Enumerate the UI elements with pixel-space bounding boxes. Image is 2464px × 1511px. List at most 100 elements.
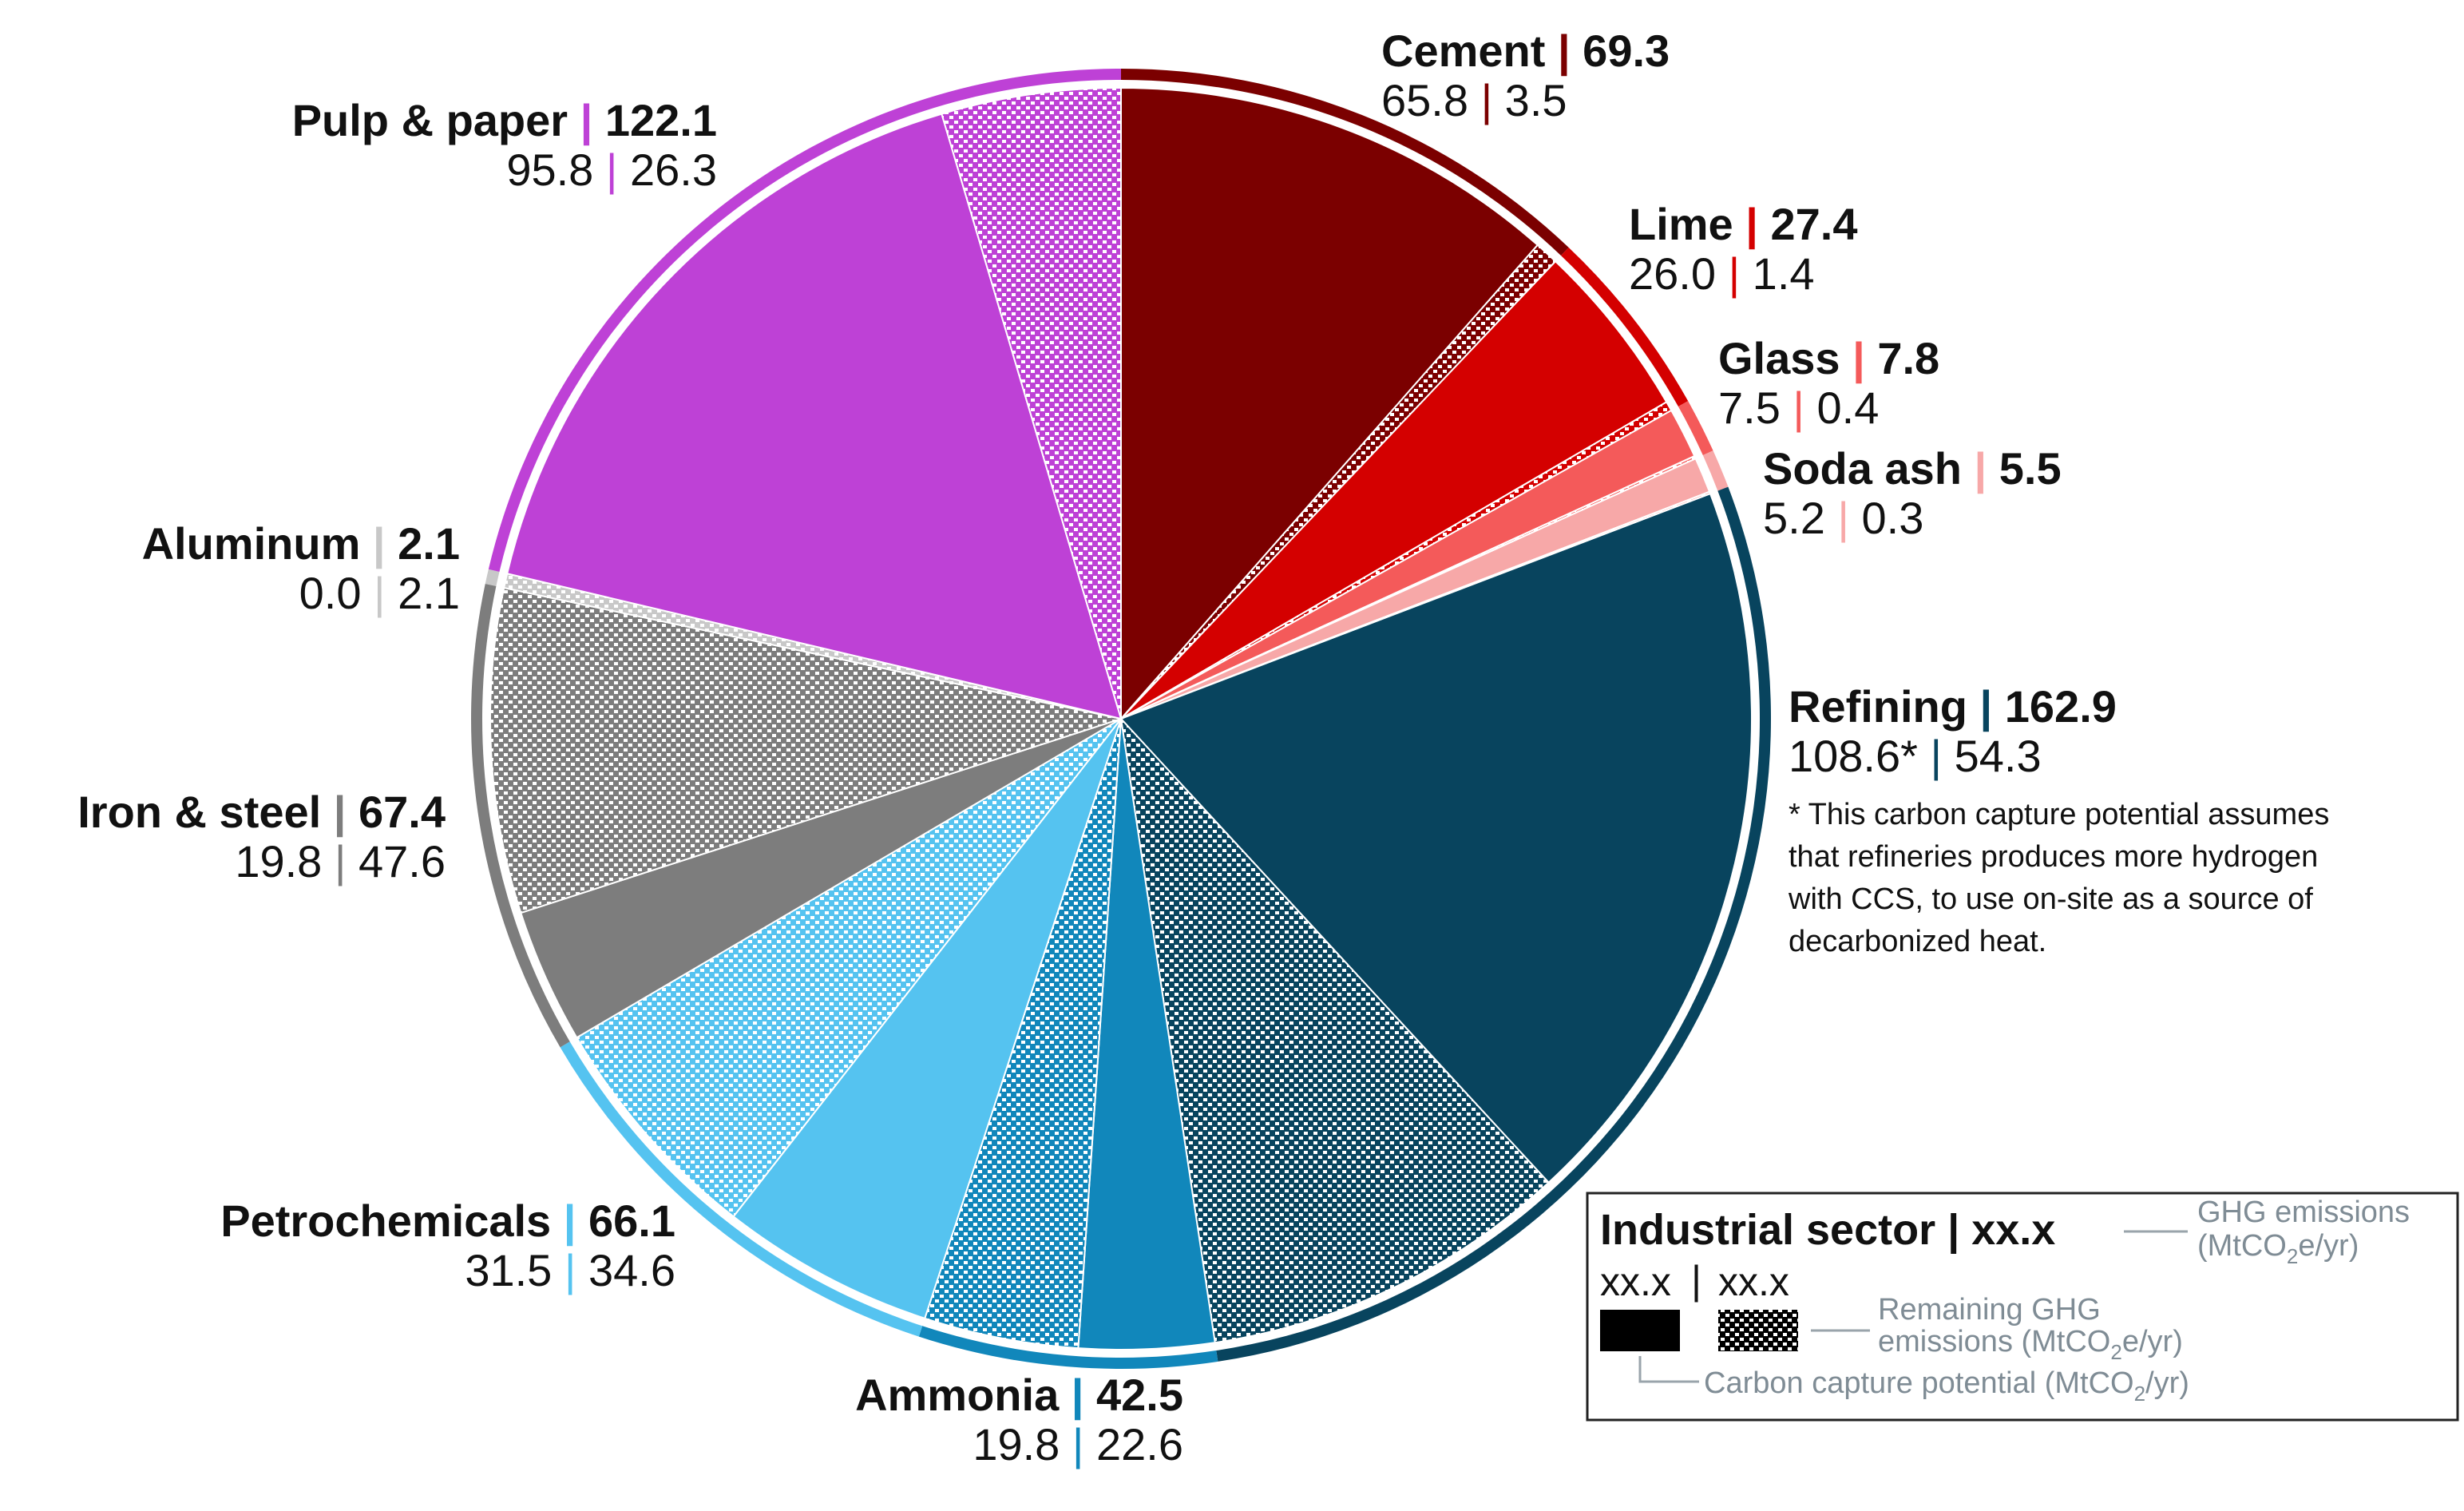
label-petrochemicals-capture: 31.5 [465, 1245, 565, 1295]
label-pulp-and-paper-total: 122.1 [592, 95, 717, 145]
label-glass-bar-2: | [1793, 383, 1804, 433]
label-cement-values: 65.8 | 3.5 [1381, 75, 1567, 125]
label-cement-bar: | [1558, 26, 1571, 77]
label-pulp-and-paper-name: Pulp & paper [292, 95, 580, 145]
label-petrochemicals-title: Petrochemicals | 66.1 [220, 1196, 675, 1247]
label-pulp-and-paper-bar-2: | [606, 145, 618, 195]
label-ammonia-bar: | [1072, 1370, 1084, 1421]
legend-box [1586, 1192, 2459, 1422]
legend-capture-connector [1638, 1356, 1699, 1383]
label-soda-ash-remaining: 0.3 [1849, 493, 1923, 543]
label-refining-total: 162.9 [1992, 681, 2117, 732]
label-glass-remaining: 0.4 [1804, 383, 1879, 433]
footnote-line-1: * This carbon capture potential assumes [1789, 798, 2329, 831]
label-petrochemicals-bar-2: | [565, 1245, 576, 1295]
label-iron-and-steel-bar-2: | [335, 836, 347, 886]
pie-slices [489, 86, 1753, 1350]
label-refining-capture: 108.6* [1789, 731, 1931, 781]
label-pulp-and-paper-title: Pulp & paper | 122.1 [292, 95, 717, 146]
label-ammonia-values: 19.8 | 22.6 [973, 1419, 1183, 1469]
slice-pulp-and-paper-capture [505, 113, 1123, 720]
label-iron-and-steel-name: Iron & steel [77, 787, 334, 837]
label-pulp-and-paper-capture: 95.8 [506, 145, 606, 195]
slice-cement-capture [1120, 86, 1539, 721]
label-lime-bar: | [1745, 199, 1758, 250]
label-lime-capture: 26.0 [1629, 248, 1729, 299]
label-pulp-and-paper-remaining: 26.3 [617, 145, 717, 195]
label-aluminum-total: 2.1 [386, 518, 460, 569]
label-aluminum-name: Aluminum [142, 518, 373, 569]
label-ammonia-bar-2: | [1072, 1419, 1084, 1469]
label-ammonia-remaining: 22.6 [1083, 1419, 1183, 1469]
label-petrochemicals-values: 31.5 | 34.6 [465, 1245, 675, 1295]
slice-pulp-and-paper-remaining [941, 86, 1122, 720]
label-glass-values: 7.5 | 0.4 [1718, 383, 1879, 433]
label-soda-ash-name: Soda ash [1763, 443, 1975, 494]
label-iron-and-steel-remaining: 47.6 [346, 836, 446, 886]
legend-capture-label: Carbon capture potential (MtCO2/yr) [1704, 1366, 2189, 1406]
label-aluminum-bar: | [373, 518, 386, 569]
label-refining-values: 108.6* | 54.3 [1789, 731, 2042, 781]
label-iron-and-steel-bar: | [334, 787, 347, 838]
legend-sub-separator: | [1691, 1258, 1701, 1303]
label-petrochemicals-bar: | [564, 1196, 576, 1247]
label-refining-remaining: 54.3 [1942, 731, 2042, 781]
label-lime-values: 26.0 | 1.4 [1629, 248, 1815, 299]
label-cement-title: Cement | 69.3 [1381, 26, 1670, 77]
slice-ammonia-remaining [924, 718, 1122, 1350]
label-aluminum-values: 0.0 | 2.1 [299, 568, 460, 618]
label-soda-ash-total: 5.5 [1987, 443, 2061, 494]
legend-remaining-line-1: Remaining GHG [1878, 1293, 2101, 1327]
slice-petrochemicals-capture [732, 718, 1122, 1320]
ring-ammonia [918, 1326, 1218, 1369]
label-aluminum-capture: 0.0 [299, 568, 374, 618]
label-iron-and-steel-total: 67.4 [346, 787, 446, 837]
legend-swatch-remaining [1718, 1310, 1798, 1351]
label-soda-ash-bar-2: | [1837, 493, 1849, 543]
footnote-line-2: that refineries produces more hydrogen [1789, 840, 2318, 874]
label-lime-total: 27.4 [1758, 199, 1858, 249]
legend-remaining-line-2: emissions (MtCO2e/yr) [1878, 1325, 2183, 1364]
label-glass-name: Glass [1718, 333, 1852, 383]
label-cement-name: Cement [1381, 26, 1558, 76]
label-soda-ash-values: 5.2 | 0.3 [1763, 493, 1923, 543]
label-petrochemicals-remaining: 34.6 [576, 1245, 675, 1295]
label-lime-title: Lime | 27.4 [1629, 199, 1858, 250]
legend-ghg-line-2: (MtCO2e/yr) [2197, 1229, 2359, 1268]
label-ammonia-capture: 19.8 [973, 1419, 1072, 1469]
legend-ghg-line-1: GHG emissions [2197, 1196, 2410, 1229]
ring-soda-ash [1702, 450, 1729, 491]
label-petrochemicals-name: Petrochemicals [220, 1196, 564, 1246]
label-lime-bar-2: | [1729, 248, 1741, 299]
outer-ring [471, 69, 1771, 1369]
refining-footnote: * This carbon capture potential assumes … [1788, 798, 2329, 958]
ring-aluminum [485, 569, 500, 586]
slice-refining-remaining [1119, 716, 1550, 1344]
label-refining-name: Refining [1789, 681, 1980, 732]
label-ammonia-name: Ammonia [855, 1370, 1072, 1420]
label-lime-name: Lime [1629, 199, 1745, 249]
label-aluminum-bar-2: | [374, 568, 386, 618]
label-iron-and-steel-capture: 19.8 [235, 836, 335, 886]
label-petrochemicals-total: 66.1 [576, 1196, 675, 1246]
legend-sub-left: xx.x [1600, 1259, 1671, 1304]
slice-refining-capture [1119, 492, 1753, 1184]
label-pulp-and-paper-values: 95.8 | 26.3 [506, 145, 717, 195]
slice-iron-and-steel-remaining [489, 586, 1124, 914]
label-glass-total: 7.8 [1865, 333, 1939, 383]
ring-pulp-and-paper [488, 69, 1121, 572]
label-cement-capture: 65.8 [1381, 75, 1481, 125]
label-glass-title: Glass | 7.8 [1718, 333, 1939, 384]
label-refining-title: Refining | 162.9 [1789, 681, 2117, 732]
label-cement-bar-2: | [1481, 75, 1493, 125]
label-aluminum-remaining: 2.1 [386, 568, 460, 618]
label-cement-total: 69.3 [1571, 26, 1670, 76]
legend-swatch-capture [1600, 1310, 1680, 1351]
label-soda-ash-bar: | [1975, 443, 1987, 494]
slice-lime-capture [1120, 260, 1668, 720]
label-ammonia-total: 42.5 [1083, 1370, 1183, 1420]
legend-title: Industrial sector | xx.x [1600, 1206, 2055, 1255]
label-lime-remaining: 1.4 [1740, 248, 1814, 299]
